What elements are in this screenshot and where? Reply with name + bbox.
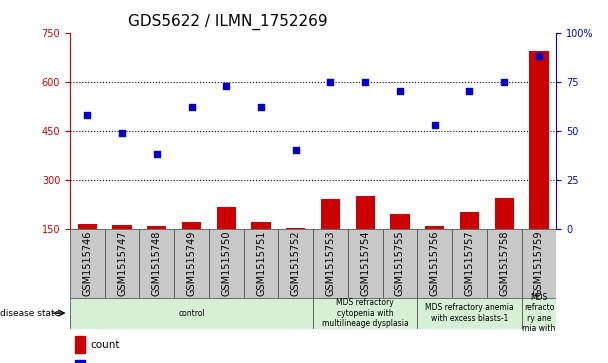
Point [83, 112, 92, 118]
Bar [78, 224, 97, 229]
Text: GDS5622 / ILMN_1752269: GDS5622 / ILMN_1752269 [128, 14, 328, 30]
FancyBboxPatch shape [139, 229, 174, 298]
FancyBboxPatch shape [105, 229, 139, 298]
FancyBboxPatch shape [313, 298, 417, 329]
Text: GSM1515748: GSM1515748 [152, 231, 162, 296]
Text: GSM1515753: GSM1515753 [325, 231, 336, 296]
FancyBboxPatch shape [313, 229, 348, 298]
Bar [75, 360, 86, 363]
Point [395, 89, 405, 94]
FancyBboxPatch shape [522, 298, 556, 329]
FancyBboxPatch shape [70, 229, 105, 298]
Bar [216, 207, 236, 229]
Point [117, 130, 127, 135]
Text: GSM1515758: GSM1515758 [499, 231, 510, 296]
Bar [425, 226, 444, 229]
Point [326, 79, 336, 85]
FancyBboxPatch shape [417, 229, 452, 298]
Text: GSM1515750: GSM1515750 [221, 231, 231, 296]
Point [152, 151, 162, 157]
Point [291, 147, 300, 153]
Text: disease state: disease state [0, 309, 60, 318]
Bar [390, 214, 410, 229]
Text: GSM1515754: GSM1515754 [360, 231, 370, 296]
FancyBboxPatch shape [209, 229, 244, 298]
Point [534, 53, 544, 59]
Text: MDS refractory anemia
with excess blasts-1: MDS refractory anemia with excess blasts… [425, 303, 514, 323]
FancyBboxPatch shape [487, 229, 522, 298]
Point [187, 104, 196, 110]
Point [430, 122, 440, 128]
FancyBboxPatch shape [522, 229, 556, 298]
Text: control: control [178, 309, 205, 318]
Bar [182, 222, 201, 229]
Text: GSM1515749: GSM1515749 [187, 231, 196, 296]
Text: GSM1515747: GSM1515747 [117, 231, 127, 296]
FancyBboxPatch shape [417, 298, 522, 329]
Text: GSM1515751: GSM1515751 [256, 231, 266, 296]
Bar [530, 51, 548, 229]
Bar [321, 199, 340, 229]
Text: MDS refractory
cytopenia with
multilineage dysplasia: MDS refractory cytopenia with multilinea… [322, 298, 409, 328]
Bar [75, 337, 86, 353]
Point [499, 79, 509, 85]
Text: GSM1515746: GSM1515746 [82, 231, 92, 296]
Point [221, 83, 231, 89]
FancyBboxPatch shape [174, 229, 209, 298]
Text: GSM1515752: GSM1515752 [291, 231, 301, 296]
Bar [147, 226, 167, 229]
Point [361, 79, 370, 85]
FancyBboxPatch shape [452, 229, 487, 298]
Bar [286, 228, 305, 229]
Text: GSM1515755: GSM1515755 [395, 231, 405, 296]
Bar [252, 221, 271, 229]
FancyBboxPatch shape [244, 229, 278, 298]
Text: GSM1515759: GSM1515759 [534, 231, 544, 296]
Text: GSM1515757: GSM1515757 [465, 231, 474, 296]
Text: GSM1515756: GSM1515756 [430, 231, 440, 296]
Bar [495, 198, 514, 229]
Bar [112, 225, 131, 229]
Text: count: count [91, 340, 120, 350]
Point [465, 89, 474, 94]
FancyBboxPatch shape [348, 229, 382, 298]
Bar [460, 212, 479, 229]
FancyBboxPatch shape [278, 229, 313, 298]
Text: MDS
refracto
ry ane
mia with: MDS refracto ry ane mia with [522, 293, 556, 333]
FancyBboxPatch shape [382, 229, 417, 298]
Bar [356, 196, 375, 229]
Point [256, 104, 266, 110]
FancyBboxPatch shape [70, 298, 313, 329]
